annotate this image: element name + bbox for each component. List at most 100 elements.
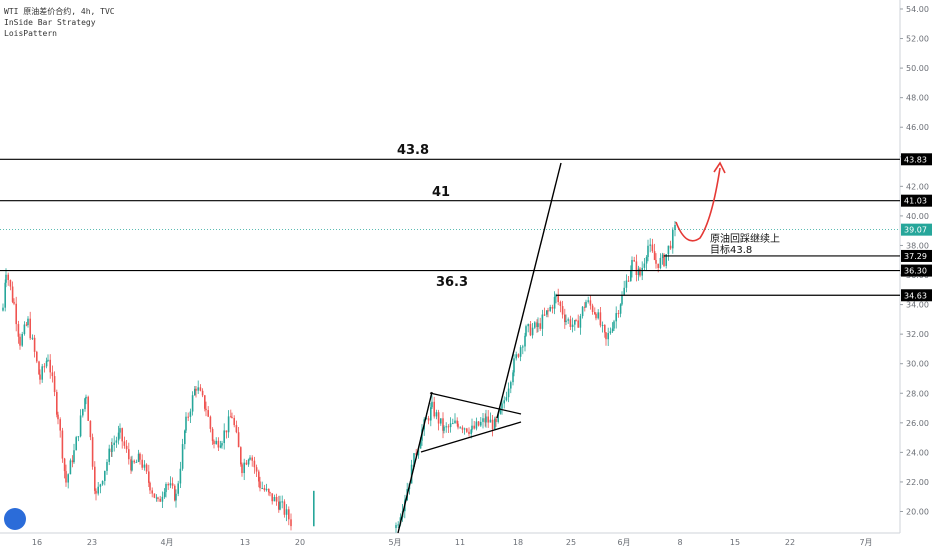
candle-body xyxy=(33,337,36,352)
level-axis-label: 37.29 xyxy=(904,252,927,261)
candle-body xyxy=(101,480,104,485)
candle-body xyxy=(283,501,286,515)
candle-body xyxy=(177,483,179,494)
candle-body xyxy=(268,488,270,493)
candle-body xyxy=(247,459,250,465)
candle-body xyxy=(243,462,245,474)
candle-body xyxy=(623,287,625,296)
candle-body xyxy=(510,382,512,389)
candle-body xyxy=(281,501,283,503)
candle-body xyxy=(477,421,480,426)
level-axis-label: 41.03 xyxy=(904,197,927,206)
candle-body xyxy=(567,319,569,321)
candle-body xyxy=(155,497,158,499)
candle-body xyxy=(175,493,177,501)
y-tick-label: 34.00 xyxy=(906,301,929,310)
level-chart-label: 36.3 xyxy=(436,275,468,290)
candle-body xyxy=(241,464,243,474)
current-price-tag xyxy=(901,223,932,236)
candle-body xyxy=(565,320,567,323)
candle-body xyxy=(553,297,556,309)
candle-body xyxy=(207,410,209,417)
candle-body xyxy=(437,412,440,424)
candle-body xyxy=(271,493,273,502)
candle-body xyxy=(491,419,494,430)
candle-body xyxy=(513,358,515,373)
candle-body xyxy=(290,519,292,527)
y-tick-label: 24.00 xyxy=(906,448,929,457)
candle-body xyxy=(135,461,138,463)
candles xyxy=(2,221,676,533)
trend-line xyxy=(496,162,562,419)
candle-body xyxy=(13,301,15,304)
candle-body xyxy=(43,366,46,368)
candle-body xyxy=(529,324,532,336)
candle-body xyxy=(515,354,517,359)
candle-body xyxy=(551,306,554,309)
candle-body xyxy=(125,445,128,450)
candle-body xyxy=(128,449,130,460)
candle-body xyxy=(487,416,489,423)
y-tick-label: 38.00 xyxy=(906,241,929,250)
candle-body xyxy=(661,254,664,258)
candle-body xyxy=(53,376,56,393)
level-axis-tag xyxy=(901,289,932,302)
y-tick-label: 32.00 xyxy=(906,330,929,339)
candle-body xyxy=(637,268,640,275)
candle-body xyxy=(69,460,72,475)
candle-body xyxy=(594,311,596,314)
triangle-lower-line xyxy=(420,421,522,453)
candle-body xyxy=(579,316,582,328)
candle-body xyxy=(143,464,146,468)
triangle-upper-line xyxy=(429,392,522,415)
candle-body xyxy=(201,390,204,396)
candle-body xyxy=(67,474,69,483)
tradingview-logo-icon[interactable] xyxy=(4,508,26,530)
x-tick-label: 7月 xyxy=(859,538,872,547)
candle-body xyxy=(95,490,97,494)
candle-body xyxy=(633,260,635,262)
candle-body xyxy=(149,482,151,491)
candle-body xyxy=(253,460,256,468)
current-price-label: 39.07 xyxy=(904,226,927,235)
candle-body xyxy=(265,488,268,491)
candle-body xyxy=(233,417,235,426)
candle-body xyxy=(649,244,651,246)
candle-body xyxy=(397,524,399,526)
candle-body xyxy=(454,420,456,424)
candle-body xyxy=(131,460,133,471)
x-tick-label: 5月 xyxy=(388,538,401,547)
candle-body xyxy=(15,303,17,325)
candle-body xyxy=(655,259,657,264)
candle-body xyxy=(541,314,544,329)
candle-body xyxy=(219,445,222,448)
candle-body xyxy=(419,440,422,449)
y-tick-label: 46.00 xyxy=(906,123,929,132)
candle-body xyxy=(231,417,233,419)
candle-body xyxy=(503,400,505,404)
candle-body xyxy=(157,497,159,499)
candle-body xyxy=(61,430,64,459)
candle-body xyxy=(674,225,676,231)
candle-body xyxy=(417,448,420,456)
candle-body xyxy=(159,498,161,502)
candle-body xyxy=(433,401,435,417)
candle-body xyxy=(38,361,40,375)
candle-body xyxy=(571,324,574,327)
candle-body xyxy=(517,354,520,357)
candle-body xyxy=(187,416,189,418)
candle-body xyxy=(442,418,444,431)
candle-body xyxy=(163,492,166,497)
candle-body xyxy=(597,312,599,319)
candle-body xyxy=(99,484,102,487)
candle-body xyxy=(209,416,212,429)
candle-body xyxy=(440,418,442,424)
candle-body xyxy=(589,300,592,306)
candle-body xyxy=(179,468,182,484)
x-tick-label: 6月 xyxy=(617,538,630,547)
candle-body xyxy=(631,260,633,271)
candle-body xyxy=(139,453,141,460)
author-name: LoisPattern xyxy=(4,29,57,38)
candle-body xyxy=(499,408,502,414)
